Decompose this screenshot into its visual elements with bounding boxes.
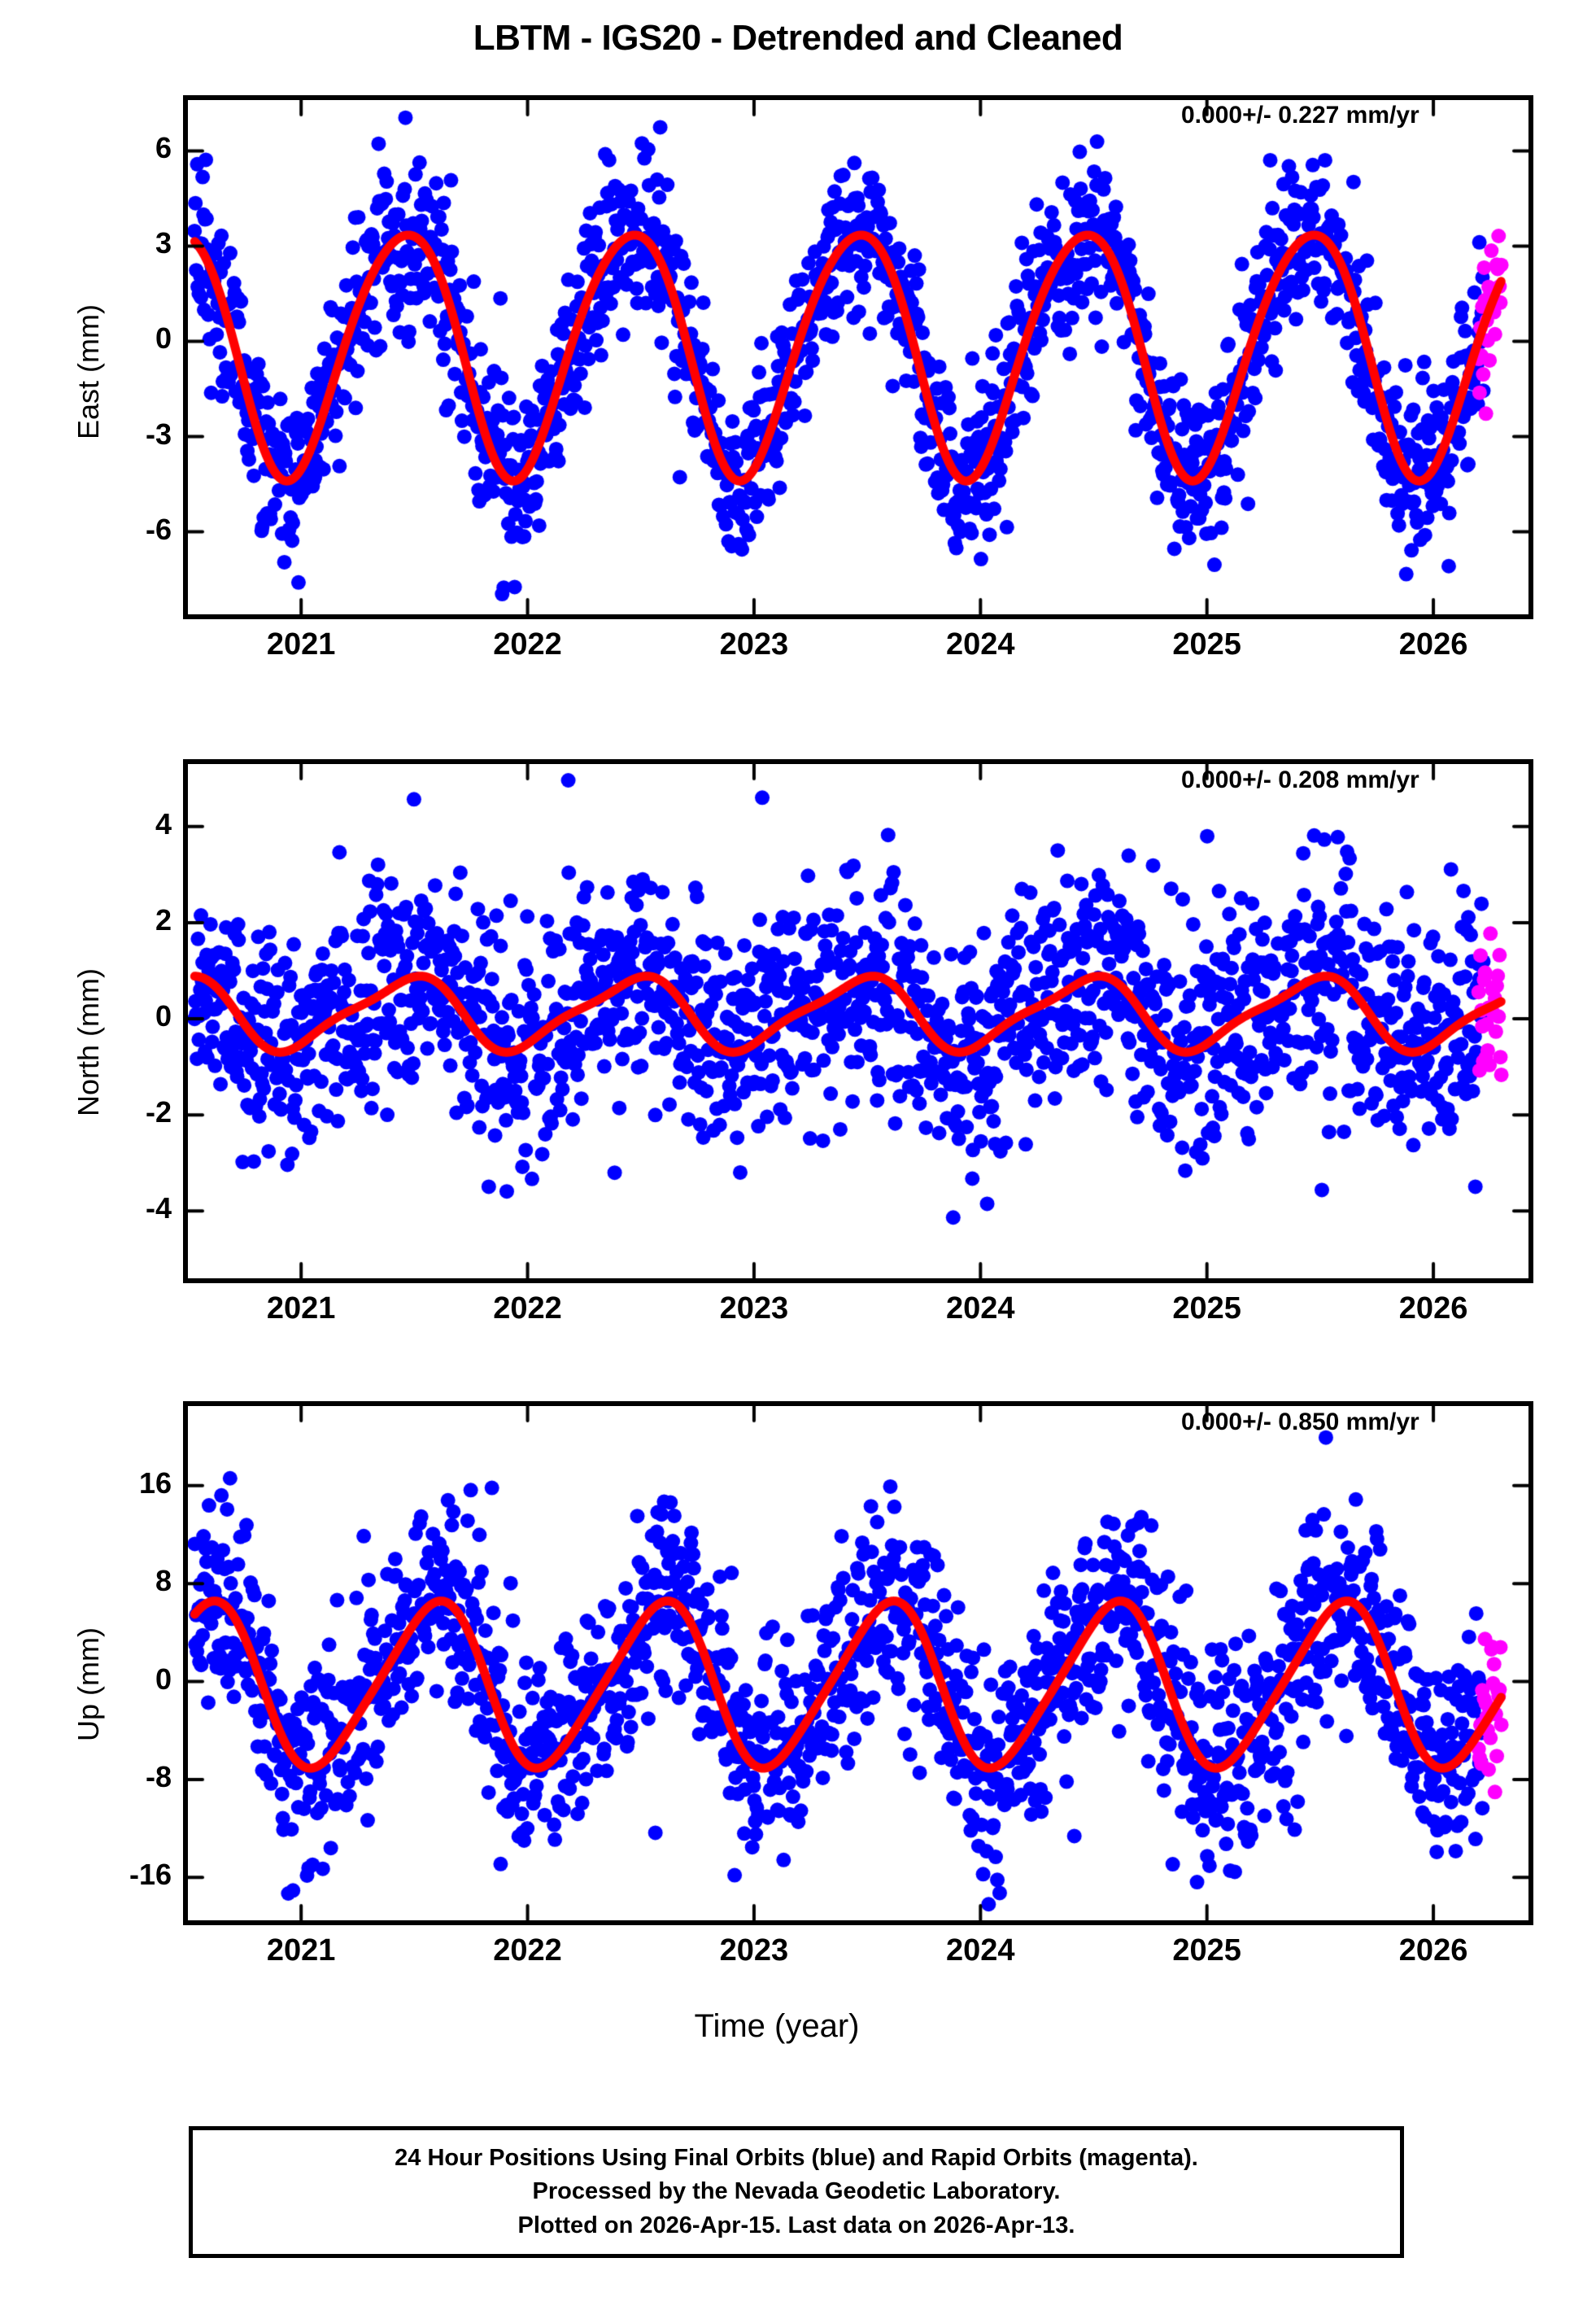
x-tick-label: 2026 bbox=[1398, 1933, 1468, 1968]
x-tick-label: 2025 bbox=[1172, 627, 1241, 662]
x-tick-label: 2021 bbox=[266, 1291, 336, 1326]
y-tick-label: 2 bbox=[155, 902, 172, 937]
x-tick-label: 2022 bbox=[493, 627, 562, 662]
x-tick-label: 2025 bbox=[1172, 1933, 1241, 1968]
y-tick-label: 8 bbox=[155, 1564, 172, 1598]
panel-north-rate-annotation: 0.000+/- 0.208 mm/yr bbox=[1181, 766, 1419, 793]
panel-up-rate-annotation: 0.000+/- 0.850 mm/yr bbox=[1181, 1408, 1419, 1435]
y-tick-label: 0 bbox=[155, 1662, 172, 1696]
y-tick-label: 0 bbox=[155, 999, 172, 1033]
panel-north-plot-area[interactable] bbox=[188, 764, 1528, 1278]
panel-east bbox=[183, 95, 1533, 619]
y-tick-label: 0 bbox=[155, 321, 172, 356]
x-tick-label: 2024 bbox=[946, 627, 1015, 662]
panel-north bbox=[183, 759, 1533, 1283]
caption-line-3: Plotted on 2026-Apr-15. Last data on 202… bbox=[517, 2212, 1075, 2238]
x-tick-label: 2023 bbox=[719, 1933, 789, 1968]
x-tick-label: 2025 bbox=[1172, 1291, 1241, 1326]
x-axis-label: Time (year) bbox=[694, 2008, 860, 2044]
x-tick-label: 2026 bbox=[1398, 1291, 1468, 1326]
caption-line-1: 24 Hour Positions Using Final Orbits (bl… bbox=[395, 2145, 1198, 2172]
y-tick-label: 4 bbox=[155, 806, 172, 841]
x-tick-label: 2021 bbox=[266, 1933, 336, 1968]
y-tick-label: -6 bbox=[145, 512, 172, 546]
x-tick-label: 2024 bbox=[946, 1291, 1015, 1326]
x-tick-label: 2024 bbox=[946, 1933, 1015, 1968]
y-tick-label: -16 bbox=[129, 1858, 172, 1892]
x-tick-label: 2023 bbox=[719, 627, 789, 662]
page-title: LBTM - IGS20 - Detrended and Cleaned bbox=[473, 18, 1123, 58]
y-tick-label: 3 bbox=[155, 226, 172, 260]
y-tick-label: 6 bbox=[155, 131, 172, 165]
y-tick-label: -3 bbox=[145, 417, 172, 451]
caption-box: 24 Hour Positions Using Final Orbits (bl… bbox=[189, 2126, 1404, 2258]
y-tick-label: -2 bbox=[145, 1095, 172, 1129]
x-tick-label: 2021 bbox=[266, 627, 336, 662]
y-tick-label: -8 bbox=[145, 1759, 172, 1793]
panel-east-plot-area[interactable] bbox=[188, 100, 1528, 614]
caption-line-2: Processed by the Nevada Geodetic Laborat… bbox=[532, 2178, 1061, 2205]
x-tick-label: 2022 bbox=[493, 1291, 562, 1326]
panel-up-plot-area[interactable] bbox=[188, 1406, 1528, 1920]
x-tick-label: 2022 bbox=[493, 1933, 562, 1968]
panel-north-ylabel: North (mm) bbox=[72, 968, 105, 1116]
y-tick-label: 16 bbox=[138, 1465, 172, 1500]
panel-up bbox=[183, 1401, 1533, 1925]
panel-east-rate-annotation: 0.000+/- 0.227 mm/yr bbox=[1181, 102, 1419, 129]
y-tick-label: -4 bbox=[145, 1191, 172, 1225]
x-tick-label: 2023 bbox=[719, 1291, 789, 1326]
x-tick-label: 2026 bbox=[1398, 627, 1468, 662]
